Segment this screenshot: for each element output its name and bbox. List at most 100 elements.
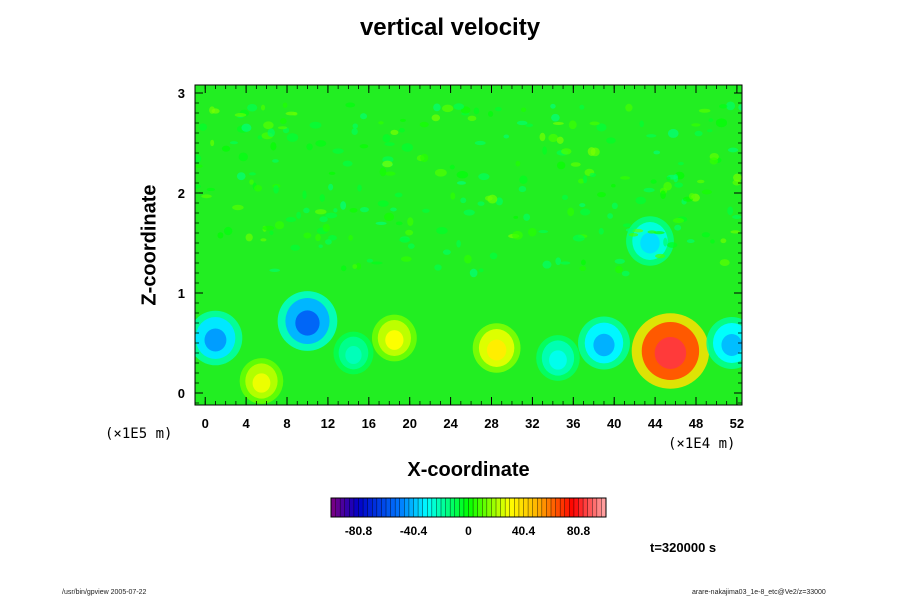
heat-texture-cell xyxy=(352,123,358,129)
heat-texture-cell xyxy=(442,249,451,255)
heat-texture-cell xyxy=(516,120,528,126)
heat-texture-cell xyxy=(519,175,528,184)
colorbar-cell xyxy=(541,498,547,517)
heat-texture-cell xyxy=(254,184,263,192)
heat-texture-cell xyxy=(622,223,632,228)
heat-texture-cell xyxy=(647,230,657,234)
colorbar-cell xyxy=(349,498,355,517)
colorbar-cell xyxy=(445,498,451,517)
heat-texture-cell xyxy=(431,114,441,122)
heat-texture-cell xyxy=(247,103,258,112)
colorbar-cell xyxy=(468,498,474,517)
colorbar-cell xyxy=(473,498,478,517)
heat-texture-cell xyxy=(555,257,562,266)
heat-texture-cell xyxy=(580,208,591,216)
heat-texture-cell xyxy=(686,239,695,244)
x-tick-label: 32 xyxy=(525,416,539,431)
heat-texture-cell xyxy=(667,242,678,248)
heat-texture-cell xyxy=(433,103,441,112)
heat-texture-cell xyxy=(655,253,666,259)
heat-texture-cell xyxy=(639,120,644,128)
x-tick-label: 36 xyxy=(566,416,580,431)
heat-texture-cell xyxy=(663,181,672,191)
colorbar-tick-label: 40.4 xyxy=(512,524,536,538)
colorbar-cell xyxy=(509,498,515,517)
colorbar-cell xyxy=(583,498,588,517)
footer-command-label: /usr/bin/gpview 2005-07-22 xyxy=(62,589,147,596)
heat-texture-cell xyxy=(674,224,682,231)
heat-texture-cell xyxy=(306,143,313,151)
heat-texture-cell xyxy=(518,186,527,193)
heat-texture-cell xyxy=(579,265,587,271)
heat-peak xyxy=(721,334,742,356)
x-tick-label: 20 xyxy=(402,416,416,431)
heat-texture-cell xyxy=(442,104,454,113)
plot-frame xyxy=(194,84,743,406)
colorbar-cell xyxy=(578,498,584,517)
heat-texture-cell xyxy=(467,115,477,122)
heat-texture-cell xyxy=(436,226,448,235)
x-axis-label: X-coordinate xyxy=(407,459,530,481)
colorbar-cell xyxy=(551,498,556,517)
heat-texture-cell xyxy=(345,102,356,108)
heat-peak xyxy=(204,328,227,352)
colorbar-tick-label: 80.8 xyxy=(567,524,591,538)
colorbar-cell xyxy=(340,498,346,517)
heat-texture-cell xyxy=(384,171,396,176)
heat-texture-cell xyxy=(582,175,588,184)
heat-texture-cell xyxy=(352,264,358,269)
heat-texture-cell xyxy=(257,135,263,140)
heat-texture-cell xyxy=(384,142,395,147)
colorbar-cell xyxy=(454,498,460,517)
heat-texture-cell xyxy=(560,261,571,265)
heat-texture-cell xyxy=(727,206,734,216)
heat-texture-cell xyxy=(419,121,429,128)
heat-texture-cell xyxy=(390,129,399,136)
heat-texture-cell xyxy=(474,140,486,146)
colorbar-cell xyxy=(463,498,469,517)
heat-texture-cell xyxy=(523,213,531,221)
x-tick-label: 24 xyxy=(443,416,458,431)
colorbar-cell xyxy=(363,498,368,517)
heat-texture-cell xyxy=(701,232,711,238)
heat-texture-cell xyxy=(349,207,358,213)
colorbar-cell xyxy=(427,498,433,517)
heat-texture-cell xyxy=(538,229,549,234)
heat-texture-cell xyxy=(551,113,560,122)
heat-texture-cell xyxy=(489,252,498,260)
heat-texture-cell xyxy=(290,244,301,251)
heat-texture-cell xyxy=(521,107,527,113)
colorbar-cell xyxy=(477,498,483,517)
heat-texture-cell xyxy=(401,143,413,152)
y-tick-label: 2 xyxy=(178,186,185,201)
colorbar-cell xyxy=(395,498,401,517)
heat-texture-cell xyxy=(581,259,586,266)
heat-texture-cell xyxy=(366,258,374,263)
heat-texture-cell xyxy=(542,260,552,269)
x-tick-label: 8 xyxy=(283,416,290,431)
heat-texture-cell xyxy=(478,173,490,181)
heat-texture-cell xyxy=(384,212,395,222)
heat-texture-cell xyxy=(701,189,712,195)
heat-texture-cell xyxy=(328,183,334,191)
colorbar-cell xyxy=(532,498,538,517)
heat-texture-cell xyxy=(359,144,369,149)
heat-texture-cell xyxy=(469,268,478,278)
colorbar-cell xyxy=(537,498,543,517)
heat-texture-cell xyxy=(606,137,616,144)
heat-texture-cell xyxy=(596,123,607,132)
heat-peak xyxy=(252,373,271,393)
y-axis-unit: (×1E5 m) xyxy=(105,426,173,442)
heat-texture-cell xyxy=(463,209,475,216)
colorbar-cell xyxy=(331,498,336,517)
heat-texture-cell xyxy=(660,190,666,200)
heat-texture-cell xyxy=(691,123,701,127)
heat-texture-cell xyxy=(515,160,521,167)
colorbar-cell xyxy=(496,498,501,517)
heat-texture-cell xyxy=(587,147,596,156)
heat-texture-cell xyxy=(379,167,387,177)
heat-texture-cell xyxy=(550,103,556,109)
heat-texture-cell xyxy=(232,204,244,211)
heat-texture-cell xyxy=(614,258,625,264)
heat-texture-cell xyxy=(621,270,630,277)
